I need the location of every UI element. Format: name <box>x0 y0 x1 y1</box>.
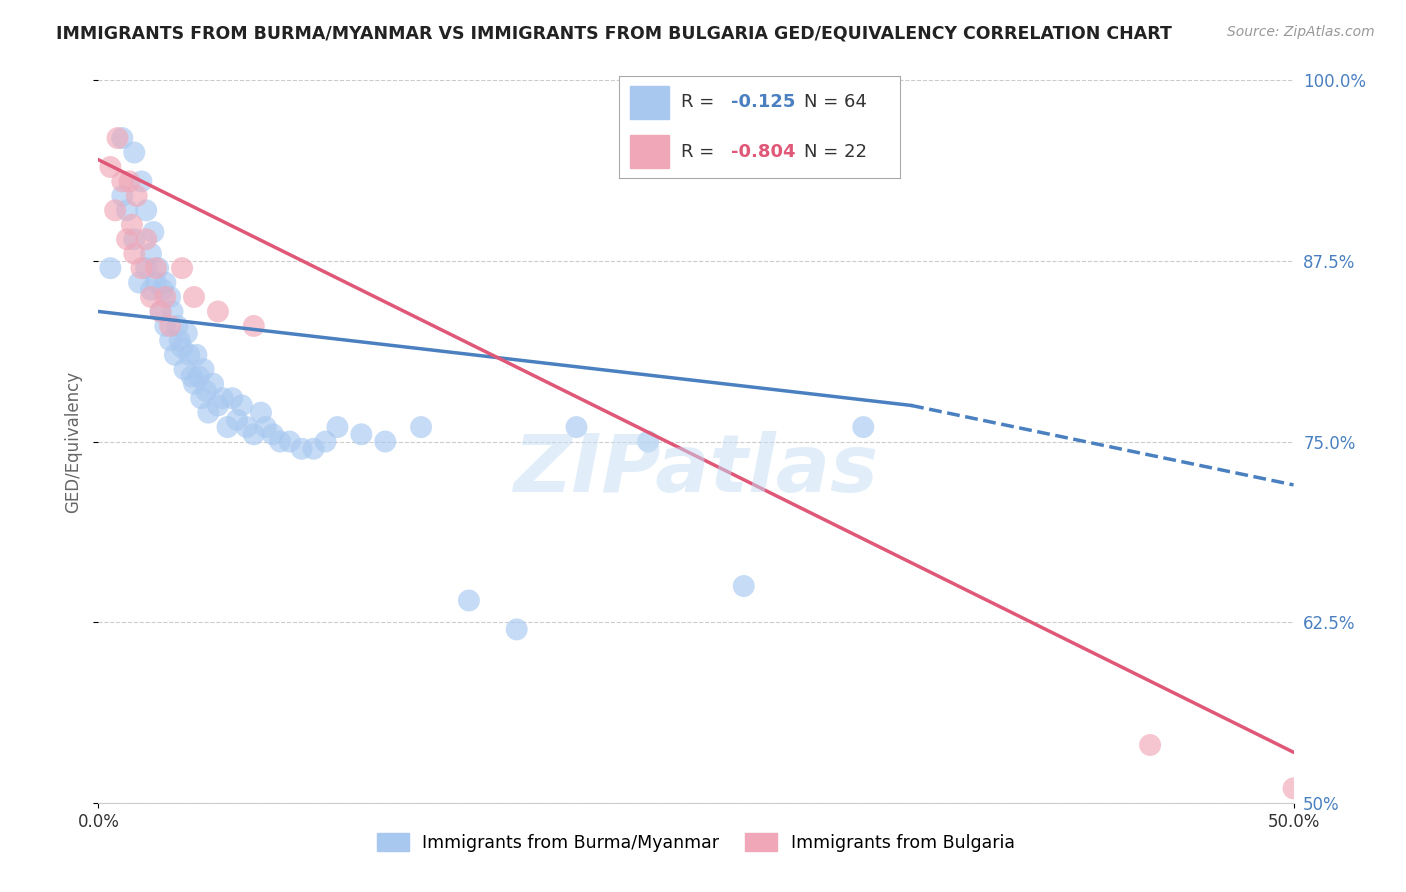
Point <box>107 131 129 145</box>
Point <box>235 420 257 434</box>
Point <box>145 261 167 276</box>
Point <box>458 593 481 607</box>
Point <box>135 203 157 218</box>
Point <box>104 203 127 218</box>
Text: ZIPatlas: ZIPatlas <box>513 432 879 509</box>
Point <box>1282 781 1305 796</box>
Point <box>145 276 167 290</box>
Point <box>506 623 529 637</box>
Point <box>111 189 134 203</box>
Point <box>155 276 177 290</box>
Point <box>254 420 277 434</box>
Point <box>183 376 205 391</box>
Point <box>121 218 143 232</box>
Point <box>124 246 146 260</box>
Point <box>149 304 172 318</box>
Point <box>142 225 165 239</box>
Point <box>148 261 170 276</box>
Point <box>217 420 239 434</box>
Text: R =: R = <box>681 94 720 112</box>
Point <box>269 434 291 449</box>
Point <box>155 290 177 304</box>
Point <box>250 406 273 420</box>
Point <box>231 398 253 412</box>
Point <box>565 420 588 434</box>
Point <box>202 376 225 391</box>
Point <box>243 318 266 333</box>
Point <box>124 145 146 160</box>
Point <box>374 434 396 449</box>
Point <box>111 174 134 188</box>
Point <box>291 442 314 456</box>
Point <box>172 261 194 276</box>
Point <box>139 283 162 297</box>
Point <box>155 318 177 333</box>
Point <box>262 427 284 442</box>
Point <box>186 348 208 362</box>
Point <box>180 369 202 384</box>
Point <box>139 246 162 260</box>
Text: R =: R = <box>681 143 720 161</box>
Point <box>350 427 373 442</box>
Bar <box>630 87 669 119</box>
Point <box>139 290 162 304</box>
Point <box>1139 738 1161 752</box>
Point <box>243 427 266 442</box>
Y-axis label: GED/Equivalency: GED/Equivalency <box>65 370 83 513</box>
Point <box>125 189 148 203</box>
Point <box>152 283 174 297</box>
Point <box>169 334 191 348</box>
Point <box>221 391 243 405</box>
Point <box>195 384 218 398</box>
Point <box>193 362 215 376</box>
Text: -0.804: -0.804 <box>731 143 796 161</box>
Bar <box>630 136 669 168</box>
Point <box>98 160 122 174</box>
Point <box>166 318 188 333</box>
Point <box>411 420 433 434</box>
Point <box>183 290 205 304</box>
Point <box>207 304 229 318</box>
Point <box>852 420 875 434</box>
Point <box>163 348 186 362</box>
Point <box>124 232 146 246</box>
Point <box>135 232 157 246</box>
Point <box>115 232 138 246</box>
Point <box>115 203 138 218</box>
Legend: Immigrants from Burma/Myanmar, Immigrants from Bulgaria: Immigrants from Burma/Myanmar, Immigrant… <box>370 827 1022 859</box>
Point <box>326 420 349 434</box>
Point <box>211 391 233 405</box>
Point <box>128 276 150 290</box>
Point <box>207 398 229 412</box>
Point <box>118 174 141 188</box>
Text: -0.125: -0.125 <box>731 94 796 112</box>
Text: N = 22: N = 22 <box>804 143 868 161</box>
Point <box>302 442 325 456</box>
Point <box>149 304 172 318</box>
Point <box>190 391 212 405</box>
Point <box>315 434 337 449</box>
Text: IMMIGRANTS FROM BURMA/MYANMAR VS IMMIGRANTS FROM BULGARIA GED/EQUIVALENCY CORREL: IMMIGRANTS FROM BURMA/MYANMAR VS IMMIGRA… <box>56 25 1173 43</box>
Point <box>733 579 755 593</box>
Text: Source: ZipAtlas.com: Source: ZipAtlas.com <box>1227 25 1375 39</box>
Point <box>278 434 301 449</box>
Point <box>173 362 195 376</box>
Point <box>637 434 659 449</box>
Text: N = 64: N = 64 <box>804 94 868 112</box>
Point <box>159 334 181 348</box>
Point <box>197 406 219 420</box>
Point <box>162 304 184 318</box>
Point <box>187 369 209 384</box>
Point <box>98 261 122 276</box>
Point <box>131 261 153 276</box>
Point <box>159 290 181 304</box>
Point <box>179 348 201 362</box>
Point <box>111 131 134 145</box>
Point <box>226 413 249 427</box>
Point <box>159 318 181 333</box>
Point <box>135 261 157 276</box>
Point <box>131 174 153 188</box>
Point <box>176 326 198 341</box>
Point <box>172 341 194 355</box>
